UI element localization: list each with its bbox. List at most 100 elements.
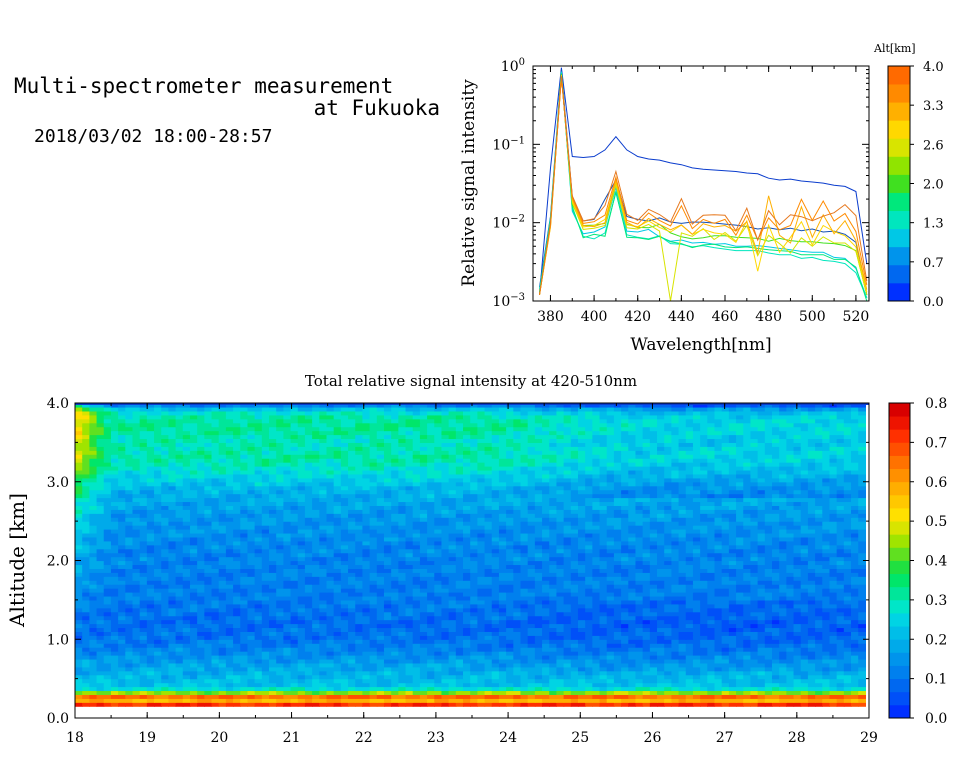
heatmap-cell: [843, 588, 852, 593]
heatmap-cell: [348, 599, 356, 605]
heatmap-cell: [348, 658, 356, 664]
heatmap-cell: [376, 580, 385, 585]
heatmap-cell: [671, 666, 680, 672]
heatmap-cell: [542, 544, 550, 550]
heatmap-cell: [613, 584, 622, 589]
heatmap-cell: [125, 639, 134, 644]
heatmap-cell: [513, 686, 522, 692]
heatmap-cell: [434, 576, 443, 581]
heatmap-cell: [182, 635, 191, 640]
heatmap-cell: [714, 599, 723, 605]
heatmap-cell: [779, 560, 787, 566]
heatmap-cell: [269, 658, 277, 664]
heatmap-cell: [613, 678, 622, 684]
heatmap-cell: [269, 615, 277, 621]
heatmap-cell: [290, 592, 299, 597]
heatmap-cell: [477, 627, 486, 632]
heatmap-cell: [283, 643, 292, 648]
heatmap-cell: [269, 588, 277, 593]
heatmap-cell: [506, 580, 514, 585]
heatmap-cell: [405, 599, 414, 605]
heatmap-cell: [606, 548, 615, 554]
heatmap-cell: [498, 639, 507, 644]
heatmap-cell: [333, 662, 342, 668]
heatmap-cell: [592, 536, 601, 542]
heatmap-cell: [110, 580, 119, 585]
heatmap-cell: [829, 592, 838, 597]
heatmap-cell: [225, 651, 234, 656]
heatmap-cell: [484, 599, 493, 605]
heatmap-cell: [333, 603, 342, 609]
heatmap-cell: [132, 544, 141, 550]
heatmap-cell: [240, 698, 249, 703]
heatmap-cell: [297, 647, 306, 652]
heatmap-cell: [779, 548, 787, 554]
heatmap-cell: [455, 540, 464, 546]
heatmap-cell: [556, 631, 565, 636]
heatmap-cell: [96, 556, 105, 562]
heatmap-cell: [319, 686, 328, 692]
heatmap-cell: [412, 694, 421, 699]
heatmap-cell: [398, 674, 407, 680]
heatmap-cell: [233, 592, 241, 597]
heatmap-cell: [312, 651, 320, 656]
heatmap-cell: [405, 548, 414, 554]
heatmap-cell: [290, 580, 299, 585]
heatmap-cell: [161, 611, 170, 617]
heatmap-cell: [721, 702, 730, 707]
heatmap-cell: [225, 548, 234, 554]
heatmap-cell: [613, 647, 622, 652]
heatmap-cell: [606, 666, 615, 672]
heatmap-cell: [161, 639, 170, 644]
heatmap-cell: [240, 682, 249, 688]
heatmap-cell: [491, 611, 500, 617]
heatmap-cell: [197, 599, 205, 605]
heatmap-cell: [549, 662, 558, 668]
heatmap-cell: [570, 674, 579, 680]
heatmap-cell: [585, 560, 593, 566]
heatmap-cell: [836, 576, 845, 581]
heatmap-cell: [779, 658, 787, 664]
heatmap-cell: [340, 623, 349, 629]
heatmap-cell: [197, 698, 205, 703]
heatmap-cell: [606, 643, 615, 648]
heatmap-cell: [240, 627, 249, 632]
heatmap-cell: [527, 619, 536, 625]
heatmap-cell: [254, 666, 263, 672]
heatmap-cell: [376, 552, 385, 558]
heatmap-cell: [585, 552, 593, 558]
heatmap-cell: [304, 588, 313, 593]
heatmap-cell: [570, 670, 579, 676]
heatmap-cell: [491, 643, 500, 648]
heatmap-cell: [434, 647, 443, 652]
heatmap-cell: [132, 560, 141, 566]
heatmap-cell: [570, 615, 579, 621]
heatmap-cell: [333, 580, 342, 585]
heatmap-cell: [577, 556, 586, 562]
heatmap-cell: [714, 666, 723, 672]
heatmap-cell: [75, 580, 83, 585]
spectrum-xtick-label: 420: [624, 309, 651, 325]
heatmap-cell: [685, 678, 694, 684]
spectrum-series-4: [539, 73, 868, 302]
heatmap-cell: [304, 655, 313, 660]
heatmap-cell: [613, 674, 622, 680]
heatmap-cell: [513, 540, 522, 546]
heatmap-cell: [146, 564, 155, 569]
heatmap-cell: [211, 540, 220, 546]
heatmap-cell: [513, 631, 522, 636]
heatmap-cell: [204, 556, 213, 562]
heatmap-cell: [175, 623, 184, 629]
heatmap-cell: [685, 568, 694, 573]
heatmap-cell: [736, 607, 744, 613]
heatmap-cell: [606, 540, 615, 546]
heatmap-cell: [125, 615, 134, 621]
heatmap-cell: [448, 592, 457, 597]
heatmap-cell: [427, 603, 435, 609]
heatmap-cell: [786, 544, 795, 550]
heatmap-cell: [89, 639, 98, 644]
heatmap-cell: [491, 584, 500, 589]
heatmap-cell: [369, 548, 378, 554]
heatmap-cell: [132, 611, 141, 617]
heatmap-cell: [671, 584, 680, 589]
